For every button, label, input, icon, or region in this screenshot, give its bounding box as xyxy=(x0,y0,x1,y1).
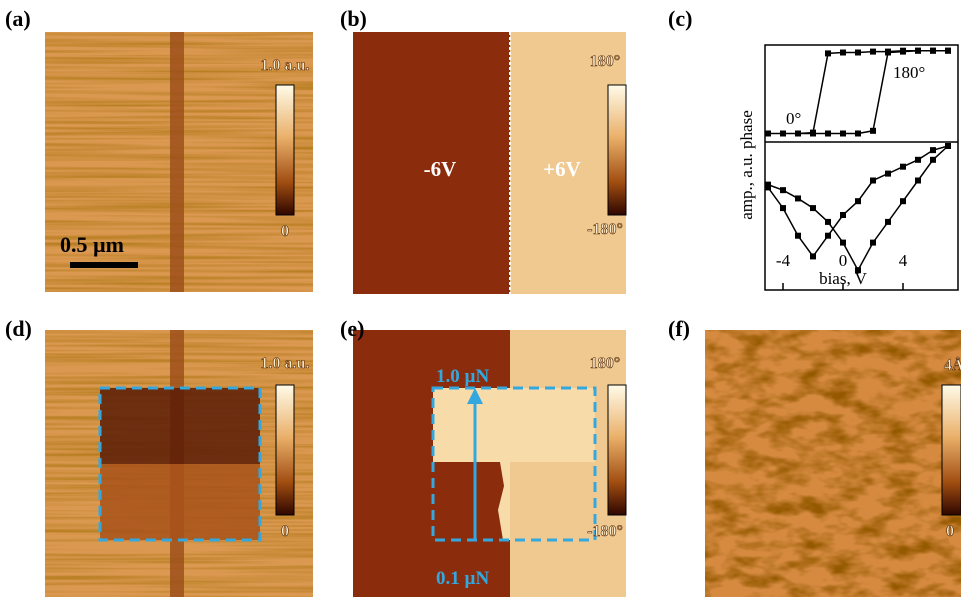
colorbar xyxy=(276,85,294,215)
data-point xyxy=(795,195,801,201)
panel-label: (b) xyxy=(340,6,367,31)
colorbar-min: 0 xyxy=(946,523,954,540)
figure: 1.0 a.u. 0 0.5 µm (a) -6V +6V 180° -180°… xyxy=(0,0,961,597)
data-point xyxy=(795,131,801,137)
panel-d: 1.0 a.u. 0 (d) xyxy=(5,316,313,597)
texture xyxy=(705,330,961,597)
data-point xyxy=(870,240,876,246)
loop-line xyxy=(768,146,948,270)
data-point xyxy=(780,131,786,137)
data-point xyxy=(900,198,906,204)
panel-label: (c) xyxy=(668,6,692,31)
data-point xyxy=(855,131,861,137)
data-point xyxy=(915,178,921,184)
data-point xyxy=(840,212,846,218)
data-point xyxy=(810,205,816,211)
data-point xyxy=(945,48,951,54)
data-point xyxy=(825,131,831,137)
colorbar-min: -180° xyxy=(587,221,623,238)
data-point xyxy=(855,267,861,273)
colorbar-min: 0 xyxy=(281,523,289,540)
panel-f: 4Å 0 (f) xyxy=(668,316,961,597)
data-point xyxy=(825,233,831,239)
scale-bar-label: 0.5 µm xyxy=(60,232,124,257)
data-point xyxy=(855,50,861,56)
data-point xyxy=(915,157,921,163)
force-label: 0.1 µN xyxy=(436,568,489,589)
data-point xyxy=(765,131,771,137)
colorbar xyxy=(608,385,626,515)
data-point xyxy=(840,50,846,56)
data-point xyxy=(855,198,861,204)
panel-label: (d) xyxy=(5,316,32,341)
x-tick-label: 0 xyxy=(839,251,848,270)
colorbar-max: 180° xyxy=(590,53,620,70)
data-point xyxy=(870,49,876,55)
panel-label: (f) xyxy=(668,316,690,341)
bias-label: -6V xyxy=(424,157,457,181)
annotation: 180° xyxy=(893,63,925,82)
written-region xyxy=(100,464,260,540)
panel-b: -6V +6V 180° -180° (b) xyxy=(340,6,626,294)
data-point xyxy=(825,219,831,225)
data-point xyxy=(780,205,786,211)
data-point xyxy=(915,48,921,54)
switched-region xyxy=(433,388,595,462)
data-point xyxy=(765,182,771,188)
scale-bar xyxy=(70,262,138,268)
data-point xyxy=(795,233,801,239)
data-point xyxy=(930,157,936,163)
data-point xyxy=(900,48,906,54)
data-point xyxy=(780,187,786,193)
annotation: 0° xyxy=(786,109,801,128)
plot-frame xyxy=(765,45,958,290)
colorbar xyxy=(608,85,626,215)
data-point xyxy=(810,130,816,136)
data-point xyxy=(885,219,891,225)
bias-label: +6V xyxy=(543,157,581,181)
data-point xyxy=(945,143,951,149)
data-point xyxy=(930,147,936,153)
panel-e: 1.0 µN 0.1 µN 180° -180° (e) xyxy=(340,316,626,597)
x-tick-label: -4 xyxy=(776,251,791,270)
data-point xyxy=(840,240,846,246)
colorbar xyxy=(942,385,961,515)
colorbar-min: 0 xyxy=(281,223,289,240)
colorbar xyxy=(276,385,294,515)
colorbar-min: -180° xyxy=(587,523,623,540)
colorbar-max: 1.0 a.u. xyxy=(261,355,310,372)
written-region xyxy=(100,388,260,464)
data-point xyxy=(870,128,876,134)
panel-a: 1.0 a.u. 0 0.5 µm (a) xyxy=(5,6,313,292)
data-point xyxy=(885,49,891,55)
data-point xyxy=(825,50,831,56)
force-label: 1.0 µN xyxy=(436,366,489,387)
panel-label: (e) xyxy=(340,316,364,341)
domain-wall xyxy=(170,32,184,292)
data-point xyxy=(885,171,891,177)
data-point xyxy=(810,253,816,259)
panel-label: (a) xyxy=(5,6,31,31)
x-tick-label: 4 xyxy=(899,251,908,270)
colorbar-max: 4Å xyxy=(944,356,961,374)
data-point xyxy=(870,178,876,184)
data-point xyxy=(930,48,936,54)
data-point xyxy=(900,164,906,170)
y-axis-label: amp., a.u. phase xyxy=(737,110,756,220)
colorbar-max: 180° xyxy=(590,355,620,372)
colorbar-max: 1.0 a.u. xyxy=(261,57,310,74)
data-point xyxy=(840,131,846,137)
